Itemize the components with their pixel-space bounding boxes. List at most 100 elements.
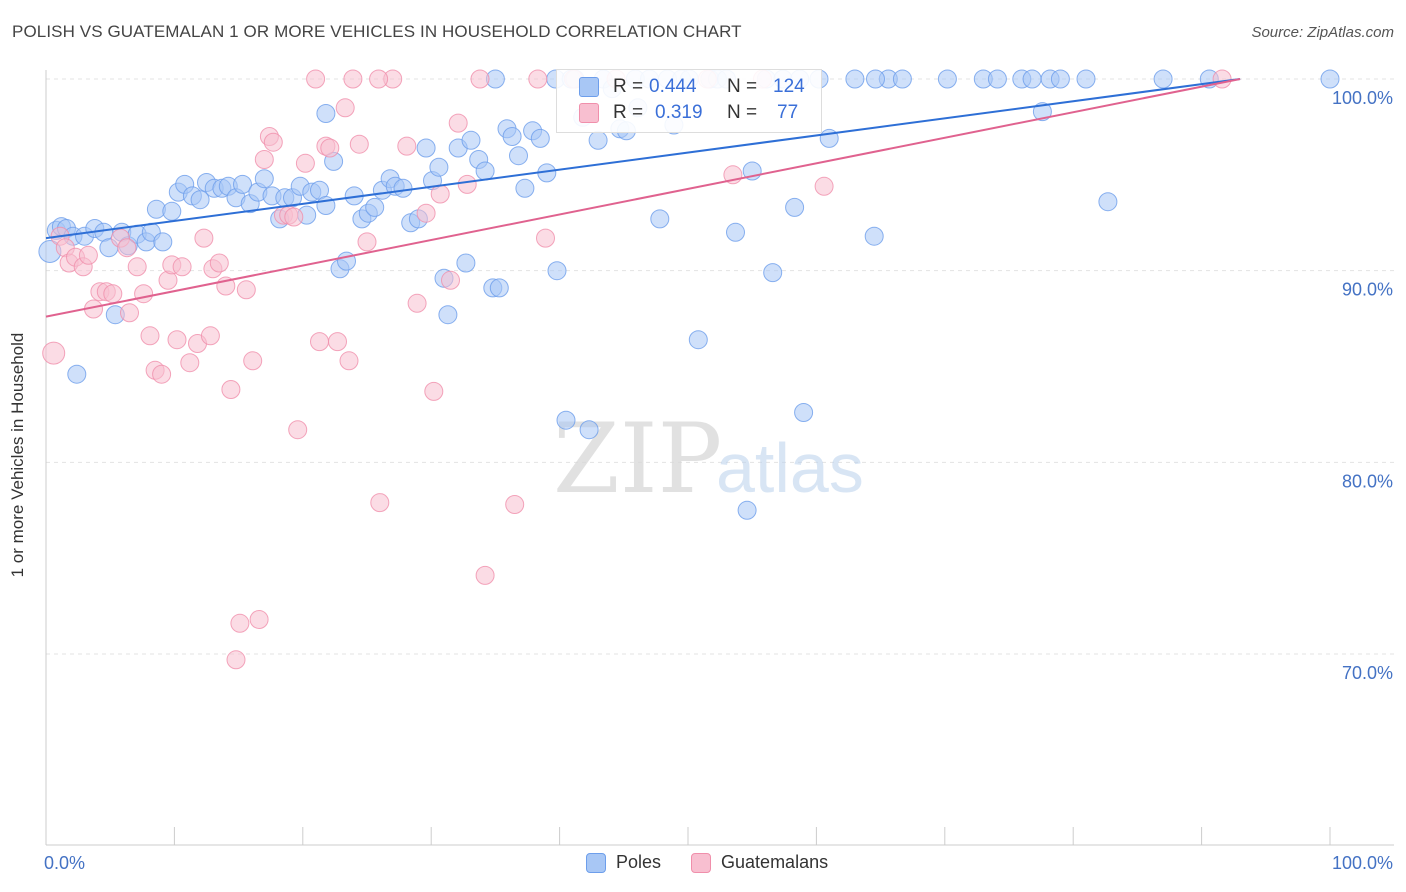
data-point-poles <box>1022 69 1042 89</box>
x-tick-label: 100.0% <box>1332 853 1393 873</box>
legend-item-poles[interactable]: Poles <box>586 852 661 873</box>
tick-labels: 100.0% 90.0% 80.0% 70.0% 0.0% 100.0% <box>44 88 1393 873</box>
data-point-guatemalans <box>103 284 123 304</box>
legend-swatch-poles <box>586 852 606 873</box>
trend-line-guatemalans <box>45 78 1241 318</box>
data-point-poles <box>162 201 182 221</box>
data-point-guatemalans <box>470 69 490 89</box>
stats-r-value: 0.319 <box>655 102 703 123</box>
data-point-guatemalans <box>424 381 444 401</box>
data-point-poles <box>416 138 436 158</box>
data-point-guatemalans <box>127 257 147 277</box>
series-guatemalans-points <box>42 69 1232 670</box>
data-point-guatemalans <box>226 650 246 670</box>
data-point-poles <box>153 232 173 252</box>
data-point-guatemalans <box>397 136 417 156</box>
stats-r-value: 0.444 <box>649 76 697 97</box>
data-point-guatemalans <box>172 257 192 277</box>
data-point-guatemalans <box>528 69 548 89</box>
data-point-poles <box>866 69 885 89</box>
source-credit: Source: ZipAtlas.com <box>1251 24 1394 41</box>
data-point-guatemalans <box>814 176 834 196</box>
stats-n-label: N = <box>727 76 758 97</box>
data-point-poles <box>588 130 608 150</box>
data-point-guatemalans <box>335 98 355 118</box>
data-point-poles <box>456 253 476 273</box>
legend-label-poles: Poles <box>616 852 662 872</box>
data-point-poles <box>233 174 252 194</box>
stats-swatch-guatemalans <box>579 103 599 123</box>
y-tick-label: 80.0% <box>1342 471 1393 491</box>
data-point-guatemalans <box>167 330 187 350</box>
data-point-poles <box>438 305 458 325</box>
data-point-poles <box>67 364 87 384</box>
data-point-poles <box>547 261 567 281</box>
stats-swatch-poles <box>579 77 599 97</box>
data-point-guatemalans <box>320 138 340 158</box>
data-point-poles <box>502 127 522 146</box>
trend-lines <box>45 78 1241 318</box>
data-point-guatemalans <box>343 69 363 89</box>
data-point-poles <box>489 278 509 298</box>
data-point-guatemalans <box>369 69 389 89</box>
data-point-guatemalans <box>134 284 154 304</box>
data-point-guatemalans <box>306 69 326 89</box>
data-point-poles <box>737 500 757 520</box>
data-point-poles <box>530 128 550 148</box>
chart-title: POLISH VS GUATEMALAN 1 OR MORE VEHICLES … <box>12 22 742 41</box>
data-point-poles <box>726 222 745 242</box>
stats-n-value: 124 <box>773 76 805 97</box>
data-point-guatemalans <box>310 332 329 352</box>
data-point-guatemalans <box>505 495 525 514</box>
y-tick-label: 100.0% <box>1332 88 1393 108</box>
data-point-guatemalans <box>236 280 256 300</box>
data-point-guatemalans <box>407 293 427 313</box>
data-point-poles <box>1153 69 1173 89</box>
data-point-poles <box>1076 69 1096 89</box>
data-point-poles <box>515 178 535 198</box>
data-point-poles <box>475 161 495 181</box>
data-point-guatemalans <box>200 326 220 346</box>
data-point-guatemalans <box>457 174 477 194</box>
data-point-poles <box>579 420 599 440</box>
axes <box>45 70 1394 846</box>
watermark: ZIP atlas <box>553 403 864 515</box>
stats-n-value: 77 <box>777 102 799 123</box>
data-point-guatemalans <box>288 420 308 440</box>
data-point-guatemalans <box>416 203 436 223</box>
stats-box: R = 0.444 N = 124 R = 0.319 N = 77 <box>556 69 822 133</box>
data-point-poles <box>864 226 884 246</box>
data-point-poles <box>509 146 528 166</box>
watermark-atlas: atlas <box>716 429 864 507</box>
y-tick-label: 90.0% <box>1342 280 1393 300</box>
watermark-zip: ZIP <box>553 403 722 515</box>
data-point-guatemalans <box>117 238 137 258</box>
data-point-guatemalans <box>448 113 468 133</box>
data-point-poles <box>937 69 957 89</box>
data-point-poles <box>316 104 336 123</box>
legend-swatch-guatemalans <box>691 852 712 873</box>
data-point-guatemalans <box>475 565 495 585</box>
data-point-guatemalans <box>209 253 229 273</box>
legend-item-guatemalans[interactable]: Guatemalans <box>691 852 828 873</box>
data-point-poles <box>1032 102 1052 122</box>
data-point-poles <box>785 197 805 217</box>
data-point-guatemalans <box>430 184 450 204</box>
data-point-guatemalans <box>249 610 269 629</box>
data-point-guatemalans <box>263 132 283 152</box>
data-point-guatemalans <box>339 351 359 371</box>
data-point-guatemalans <box>152 364 172 384</box>
data-point-poles <box>763 263 783 283</box>
data-point-guatemalans <box>370 493 390 513</box>
stats-r-label: R = <box>613 102 644 123</box>
data-point-poles <box>650 209 670 229</box>
data-point-guatemalans <box>441 270 460 290</box>
data-point-guatemalans <box>536 228 555 248</box>
legend: Poles Guatemalans <box>586 852 858 873</box>
data-point-guatemalans <box>180 353 200 373</box>
legend-label-guatemalans: Guatemalans <box>721 852 829 872</box>
stats-n-label: N = <box>727 102 758 123</box>
data-point-poles <box>1098 192 1118 212</box>
data-point-poles <box>892 69 912 89</box>
